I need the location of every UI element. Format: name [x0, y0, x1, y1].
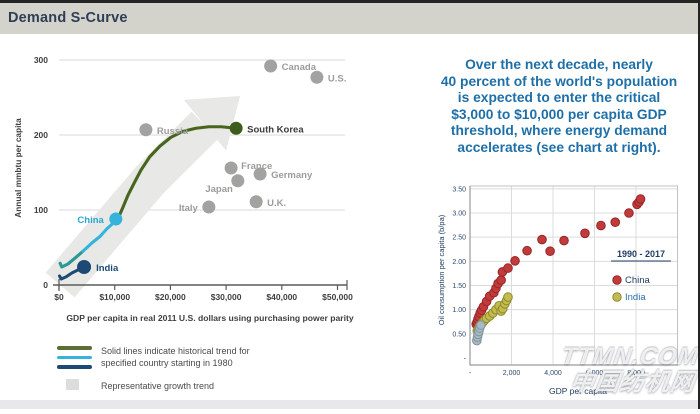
x-axis: $0 $10,000 $20,000 $30,000 $40,000 $50,000 GDP…	[53, 280, 354, 323]
demand-s-curve-plot: $0 $10,000 $20,000 $30,000 $40,000 $50,000 GDP…	[13, 55, 354, 323]
svg-text:6,000: 6,000	[586, 370, 604, 377]
svg-text:$20,000: $20,000	[155, 292, 186, 302]
svg-text:Russia: Russia	[157, 126, 189, 137]
svg-text:0.50: 0.50	[452, 331, 466, 338]
svg-text:South Korea: South Korea	[247, 124, 304, 135]
demand-s-curve-chart: $0 $10,000 $20,000 $30,000 $40,000 $50,000 GDP…	[0, 40, 400, 340]
growth-band-arrow	[45, 96, 241, 298]
svg-text:$40,000: $40,000	[266, 292, 297, 302]
y-axis: 0 100 200 300 Annual mmbtu per capita	[13, 55, 60, 291]
svg-text:200: 200	[34, 130, 48, 140]
svg-text:8,000: 8,000	[627, 370, 645, 377]
svg-text:2,000: 2,000	[503, 370, 521, 377]
svg-text:India: India	[625, 292, 646, 303]
svg-text:300: 300	[34, 55, 48, 65]
growth-band-swatch	[66, 378, 79, 390]
watermark-line2: 中国纺机网	[568, 369, 698, 396]
svg-text:Oil consumption per capita (b/: Oil consumption per capita (b/pa)	[437, 214, 446, 325]
svg-text:Germany: Germany	[271, 170, 313, 181]
svg-text:1.00: 1.00	[452, 307, 466, 314]
svg-text:0: 0	[43, 280, 48, 290]
svg-text:China: China	[625, 275, 651, 286]
svg-text:$10,000: $10,000	[99, 292, 130, 302]
svg-text:Annual mmbtu per capita: Annual mmbtu per capita	[13, 118, 23, 218]
svg-text:China: China	[77, 215, 104, 226]
chart-legend: Solid lines indicate historical trend fo…	[57, 343, 250, 395]
svg-text:$0: $0	[54, 292, 64, 302]
callout-text: Over the next decade, nearly 40 percent …	[440, 57, 678, 155]
svg-text:2.00: 2.00	[452, 259, 466, 266]
watermark-line1: TTMN.COM	[559, 343, 700, 370]
small-axes-labels: - 0.50 1.00 1.50 2.00 2.50 3.00 3.50 - 2,000 4,000…	[437, 186, 645, 396]
watermark: TTMN.COM 中国纺机网	[503, 343, 700, 396]
south-korea-line-swatch	[57, 346, 92, 350]
svg-text:India: India	[96, 263, 119, 274]
svg-text:4,000: 4,000	[544, 370, 562, 377]
small-gridlines	[469, 185, 678, 366]
svg-text:Japan: Japan	[205, 184, 233, 195]
small-chart-legend: 1990 - 2017 China India	[611, 249, 671, 303]
svg-text:France: France	[241, 161, 272, 172]
oil-consumption-plot: - 0.50 1.00 1.50 2.00 2.50 3.00 3.50 - 2,000 4,000…	[437, 185, 678, 396]
china-line-swatch	[57, 355, 92, 359]
svg-text:100: 100	[34, 205, 48, 215]
svg-text:GDP per capita in real 2011 U.: GDP per capita in real 2011 U.S. dollars…	[66, 313, 354, 323]
screen-top-border	[0, 0, 700, 3]
legend-band-row: Representative growth trend	[57, 378, 250, 392]
svg-text:U.S.: U.S.	[328, 73, 346, 84]
svg-text:1.50: 1.50	[452, 283, 466, 290]
country-points: Canada U.S. Russia South Korea FranceGermany…	[77, 59, 346, 274]
india-line-swatch	[57, 365, 92, 369]
bottom-margin-strip	[0, 400, 700, 409]
svg-text:-: -	[469, 370, 472, 377]
svg-text:U.K.: U.K.	[267, 198, 286, 209]
title-bar: Demand S-Curve	[0, 3, 700, 34]
svg-text:2.50: 2.50	[452, 235, 466, 242]
svg-text:3.50: 3.50	[452, 186, 466, 193]
svg-text:Italy: Italy	[179, 203, 199, 214]
screen-right-border	[698, 0, 700, 409]
svg-text:$30,000: $30,000	[211, 292, 242, 302]
svg-text:$50,000: $50,000	[322, 292, 353, 302]
line-swatches	[57, 343, 92, 375]
svg-text:Canada: Canada	[282, 62, 317, 73]
page-title: Demand S-Curve	[8, 10, 128, 26]
svg-text:1990 - 2017: 1990 - 2017	[617, 249, 665, 259]
svg-text:3.00: 3.00	[452, 211, 466, 218]
oil-consumption-chart: - 0.50 1.00 1.50 2.00 2.50 3.00 3.50 - 2,000 4,000…	[420, 175, 700, 409]
solid-lines-legend-text: Solid lines indicate historical trend fo…	[101, 346, 250, 368]
legend-solid-lines-row: Solid lines indicate historical trend fo…	[57, 343, 250, 375]
extra-series	[472, 320, 486, 346]
svg-text:-: -	[464, 356, 467, 363]
svg-text:GDP per capita: GDP per capita	[549, 386, 607, 396]
band-legend-text: Representative growth trend	[101, 380, 215, 391]
